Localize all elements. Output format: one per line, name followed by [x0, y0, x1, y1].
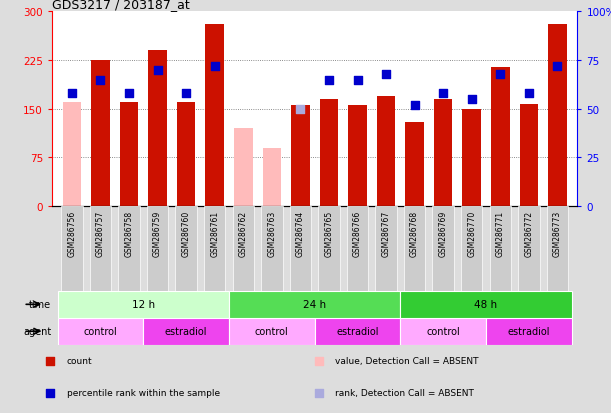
Bar: [144, 318, 229, 345]
Bar: [291, 106, 310, 206]
Point: [381, 71, 391, 78]
Bar: [318, 206, 340, 291]
Point: [324, 77, 334, 83]
Point: [181, 90, 191, 97]
Bar: [120, 103, 138, 206]
Bar: [461, 206, 483, 291]
Bar: [91, 61, 110, 206]
Text: GSM286772: GSM286772: [524, 211, 533, 257]
Text: GSM286765: GSM286765: [324, 211, 334, 257]
Text: GSM286757: GSM286757: [96, 211, 105, 257]
Text: GSM286768: GSM286768: [410, 211, 419, 257]
Text: GSM286767: GSM286767: [381, 211, 390, 257]
Point: [401, 228, 411, 235]
Text: GSM286766: GSM286766: [353, 211, 362, 257]
Text: GSM286769: GSM286769: [439, 211, 448, 257]
Text: GSM286758: GSM286758: [125, 211, 134, 257]
Bar: [234, 129, 252, 206]
Point: [524, 90, 534, 97]
Point: [296, 106, 306, 113]
Text: 48 h: 48 h: [475, 299, 497, 310]
Bar: [404, 206, 425, 291]
Text: GSM286761: GSM286761: [210, 211, 219, 257]
Bar: [119, 206, 140, 291]
Text: estradiol: estradiol: [165, 326, 207, 337]
Bar: [229, 291, 400, 318]
Point: [124, 90, 134, 97]
Text: control: control: [426, 326, 460, 337]
Point: [210, 64, 219, 70]
Bar: [263, 148, 281, 206]
Bar: [205, 25, 224, 206]
Bar: [348, 106, 367, 206]
Bar: [63, 103, 81, 206]
Bar: [519, 105, 538, 206]
Bar: [148, 51, 167, 206]
Text: percentile rank within the sample: percentile rank within the sample: [67, 388, 220, 397]
Bar: [433, 206, 454, 291]
Text: GSM286773: GSM286773: [553, 211, 562, 257]
Bar: [547, 206, 568, 291]
Bar: [400, 318, 486, 345]
Text: GSM286770: GSM286770: [467, 211, 476, 257]
Text: agent: agent: [23, 326, 51, 337]
Bar: [320, 100, 338, 206]
Point: [467, 97, 477, 103]
Text: value, Detection Call = ABSENT: value, Detection Call = ABSENT: [335, 356, 479, 366]
Text: GSM286771: GSM286771: [496, 211, 505, 257]
Bar: [347, 206, 368, 291]
Bar: [229, 318, 315, 345]
Text: control: control: [84, 326, 117, 337]
Point: [496, 71, 505, 78]
Bar: [261, 206, 282, 291]
Point: [410, 102, 420, 109]
Text: 12 h: 12 h: [132, 299, 155, 310]
Bar: [491, 67, 510, 206]
Bar: [290, 206, 311, 291]
Text: GSM286762: GSM286762: [239, 211, 248, 257]
Text: time: time: [29, 299, 51, 310]
Bar: [405, 122, 424, 206]
Point: [67, 90, 77, 97]
Bar: [177, 103, 196, 206]
Bar: [548, 25, 566, 206]
Bar: [204, 206, 225, 291]
Text: estradiol: estradiol: [508, 326, 550, 337]
Bar: [518, 206, 540, 291]
Bar: [90, 206, 111, 291]
Bar: [463, 109, 481, 206]
Text: estradiol: estradiol: [336, 326, 379, 337]
Text: GSM286760: GSM286760: [181, 211, 191, 257]
Bar: [57, 291, 229, 318]
Bar: [486, 318, 572, 345]
Text: 24 h: 24 h: [303, 299, 326, 310]
Point: [552, 64, 562, 70]
Bar: [377, 97, 395, 206]
Point: [353, 77, 362, 83]
Point: [438, 90, 448, 97]
Text: control: control: [255, 326, 289, 337]
Bar: [147, 206, 168, 291]
Bar: [400, 291, 572, 318]
Text: GSM286763: GSM286763: [268, 211, 276, 257]
Text: rank, Detection Call = ABSENT: rank, Detection Call = ABSENT: [335, 388, 474, 397]
Bar: [233, 206, 254, 291]
Text: count: count: [67, 356, 92, 366]
Bar: [175, 206, 197, 291]
Point: [95, 77, 105, 83]
Text: GSM286764: GSM286764: [296, 211, 305, 257]
Bar: [489, 206, 511, 291]
Bar: [434, 100, 453, 206]
Bar: [57, 318, 144, 345]
Text: GSM286756: GSM286756: [67, 211, 76, 257]
Text: GDS3217 / 203187_at: GDS3217 / 203187_at: [52, 0, 189, 11]
Bar: [315, 318, 400, 345]
Point: [153, 67, 163, 74]
Text: GSM286759: GSM286759: [153, 211, 162, 257]
Bar: [375, 206, 397, 291]
Bar: [61, 206, 82, 291]
